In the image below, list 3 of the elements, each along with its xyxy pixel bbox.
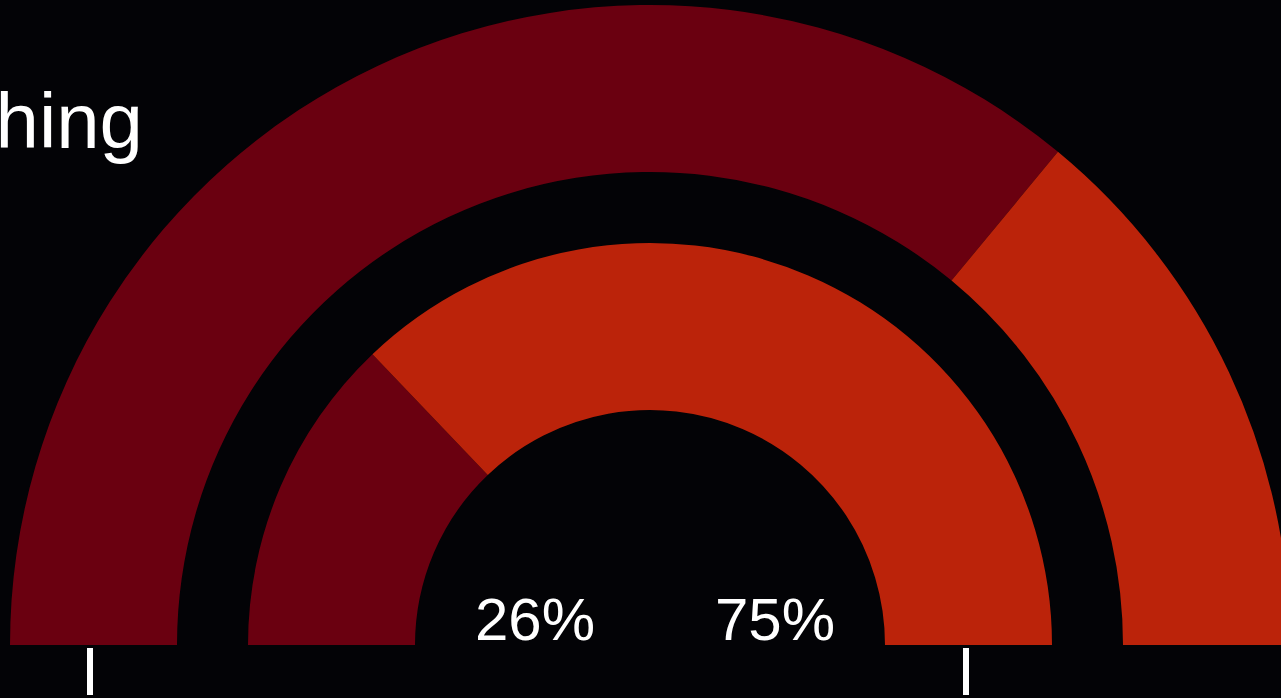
- data-label: 75%: [714, 586, 836, 653]
- data-label: 26%: [474, 586, 596, 653]
- text: hing: [0, 77, 143, 165]
